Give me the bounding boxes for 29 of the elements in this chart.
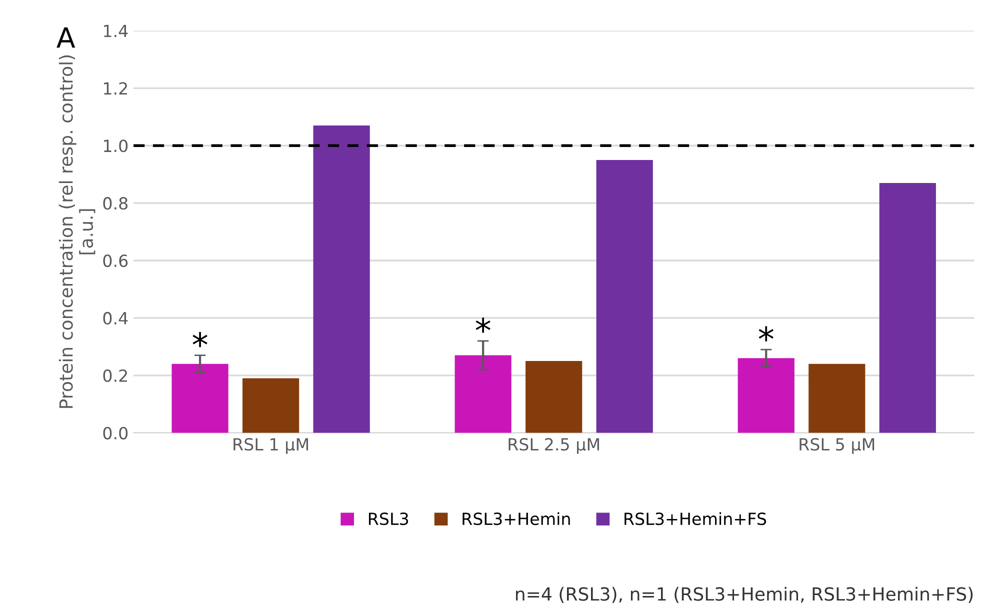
- x-tick-label: RSL 1 µM: [234, 438, 308, 454]
- bar: [313, 125, 370, 433]
- bar: [454, 355, 512, 433]
- bar: [526, 361, 582, 433]
- text: n=4 (RSL3), n=1 (RSL3+Hemin, RSL3+Hemin+FS): [516, 586, 973, 603]
- bar: [242, 378, 300, 433]
- y-tick-label: 1.0: [104, 140, 128, 152]
- y-tick-label: 0.4: [103, 312, 128, 325]
- y-tick-label: 1.2: [104, 82, 127, 94]
- annotation: *: [758, 326, 774, 342]
- y-tick-label: 1.4: [104, 24, 128, 38]
- bar: [808, 364, 866, 433]
- annotation: *: [476, 318, 490, 333]
- y-tick-label: 0.0: [103, 426, 128, 440]
- bar: [879, 182, 936, 433]
- bar: [172, 364, 228, 433]
- annotation: *: [192, 332, 208, 348]
- x-tick-label: RSL 5 µM: [800, 438, 874, 454]
- legend-label: RSL3: [368, 512, 408, 526]
- y-tick-label: 0.2: [103, 369, 127, 382]
- x-tick-label: RSL 2.5 µM: [508, 438, 599, 454]
- legend-label: RSL3+Hemin: [462, 512, 570, 526]
- legend-label: RSL3+Hemin+FS: [624, 512, 766, 526]
- bar: [738, 358, 794, 433]
- y-axis-title: Protein concentration (rel resp. control) [a.u.]: [58, 55, 96, 408]
- text: A: [56, 27, 76, 48]
- y-tick-label: 0.8: [103, 197, 128, 210]
- y-tick-label: 0.6: [103, 254, 128, 268]
- bar: [596, 160, 653, 433]
